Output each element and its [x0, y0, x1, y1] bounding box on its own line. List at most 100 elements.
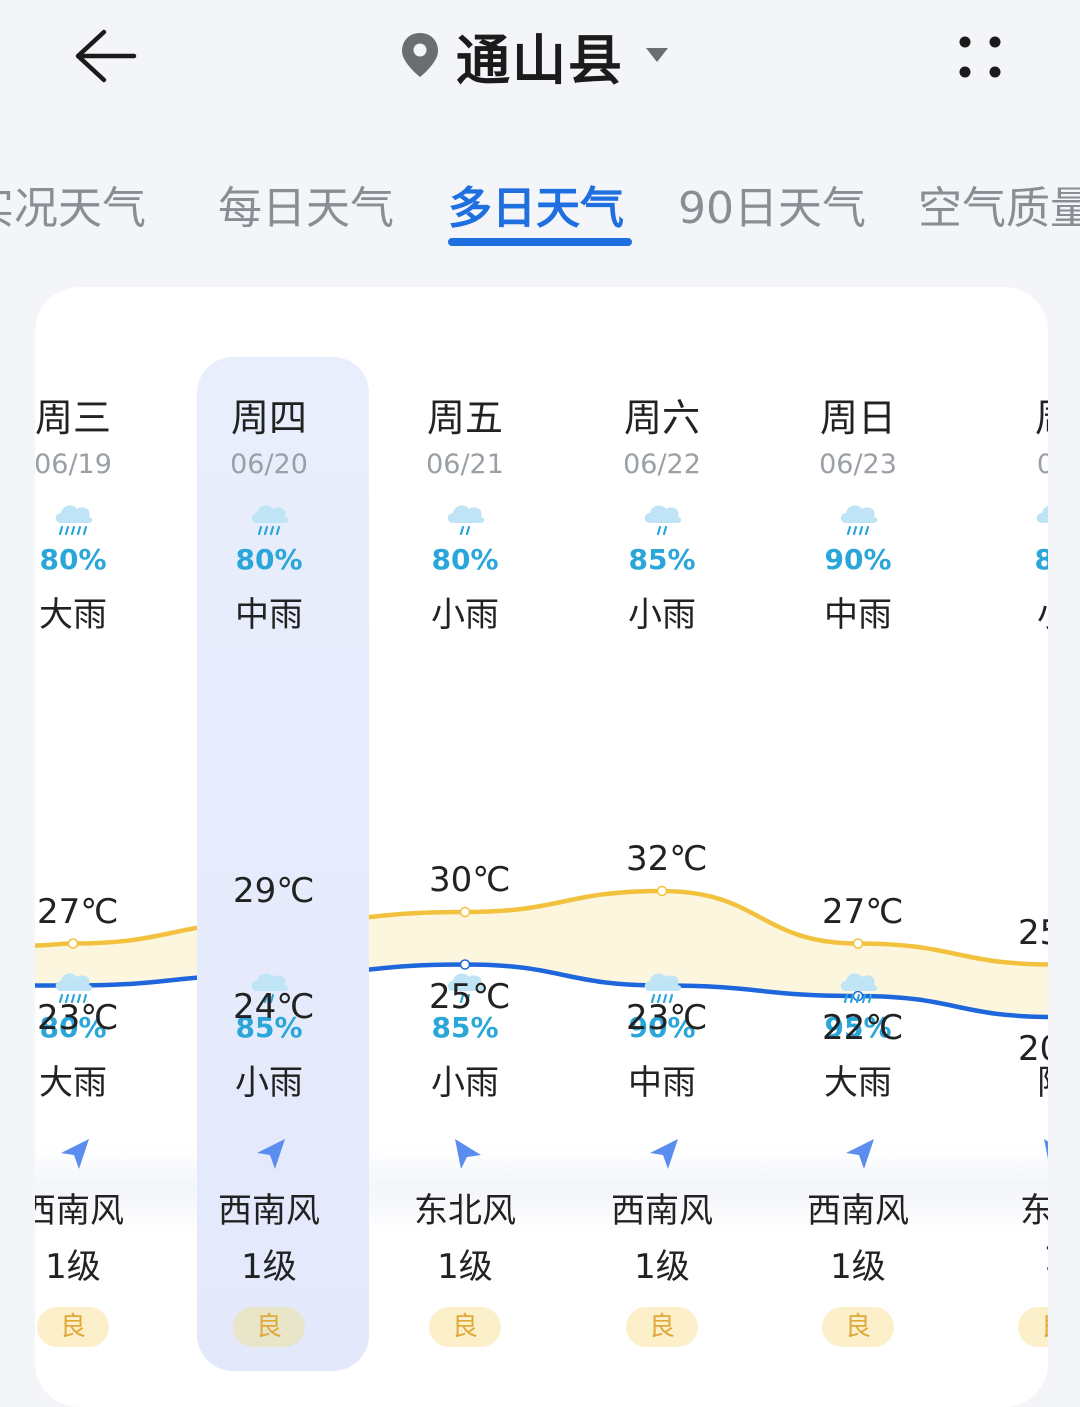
rain-cloud-icon: [443, 967, 487, 1007]
day-column[interactable]: 周五 06/21 80% 小雨 85% 小雨东北风 1级良: [355, 287, 575, 1387]
day-condition: 中雨: [824, 595, 892, 635]
location-pin-icon: [402, 33, 438, 77]
city-name: 通山县: [456, 28, 624, 92]
rain-cloud-icon: [247, 967, 291, 1007]
day-precip-probability: 80%: [39, 543, 107, 576]
rain-cloud-icon: [640, 499, 684, 539]
tab-multi-day-weather[interactable]: 多日天气: [448, 183, 624, 234]
air-quality-badge: 良: [626, 1307, 698, 1347]
rain-cloud-icon: [1032, 499, 1048, 539]
wind-level: 1级: [45, 1247, 101, 1287]
rain-cloud-icon: [836, 499, 880, 539]
wind-level: 1级: [830, 1247, 886, 1287]
wind-direction-icon: [1038, 1137, 1048, 1171]
chevron-down-icon: [646, 48, 668, 62]
day-condition: 小雨: [628, 595, 696, 635]
selected-day-highlight: [197, 357, 369, 1371]
forecast-card[interactable]: 周三 06/19 80% 大雨 80% 大雨西南风 1级良 周四 06/20 80% 中雨 85% 小雨…: [35, 287, 1048, 1407]
wind-direction: 东北风: [414, 1191, 516, 1231]
date-label: 06/22: [623, 449, 701, 480]
more-dots-icon[interactable]: [950, 30, 1010, 86]
day-condition: 大雨: [39, 595, 107, 635]
rain-cloud-icon: [836, 967, 880, 1007]
rain-cloud-icon: [51, 499, 95, 539]
day-column[interactable]: 周三 06/19 80% 大雨 80% 大雨 西南风 1级良: [35, 287, 183, 1387]
day-column[interactable]: 周日 06/23 90% 中雨 95% 大雨 西南风 1级良: [748, 287, 968, 1387]
wind-level: 1级: [437, 1247, 493, 1287]
wind-direction-icon: [646, 1137, 680, 1171]
tab-daily-weather[interactable]: 每日天气: [218, 183, 394, 234]
rain-cloud-icon: [443, 499, 487, 539]
high-temp-point: [656, 885, 668, 897]
tab-active-indicator: [448, 238, 632, 246]
tab-air-quality[interactable]: 空气质量: [918, 183, 1080, 234]
wind-direction-icon: [449, 1137, 483, 1171]
day-column[interactable]: 周四 06/20 80% 中雨 85% 小雨 西南风 1级良: [159, 287, 379, 1387]
wind-direction: 西南风: [807, 1191, 909, 1231]
weekday-label: 周日: [819, 396, 896, 440]
night-condition: 小雨: [431, 1063, 499, 1103]
night-condition: 大雨: [824, 1063, 892, 1103]
air-quality-badge: 良: [429, 1307, 501, 1347]
day-condition: 小: [944, 587, 1048, 636]
high-temp-point: [459, 906, 471, 918]
air-quality-badge: 良: [37, 1307, 109, 1347]
date-label: 06: [1036, 449, 1048, 480]
high-temp-label: 27℃: [822, 891, 904, 932]
tab-live-weather[interactable]: 实况天气: [0, 183, 146, 234]
rain-cloud-icon: [247, 499, 291, 539]
rain-cloud-icon: [640, 967, 684, 1007]
wind-direction: 西南风: [218, 1191, 320, 1231]
weekday-label: 周四: [230, 396, 307, 440]
day-column[interactable]: 周 06 85 小阵东北 1 良: [944, 287, 1048, 1387]
rain-cloud-icon: [51, 967, 95, 1007]
day-precip-probability: 80%: [431, 543, 499, 576]
night-precip-probability: 90%: [628, 1011, 696, 1044]
weekday-label: 周三: [35, 396, 111, 440]
weekday-label: 周五: [426, 396, 503, 440]
low-temp-point: [459, 959, 471, 970]
day-condition: 小雨: [431, 595, 499, 635]
night-condition: 大雨: [39, 1063, 107, 1103]
tab-90-day-weather[interactable]: 90日天气: [678, 183, 866, 234]
weekday-label: 周: [944, 387, 1048, 442]
back-arrow-icon[interactable]: [70, 26, 140, 86]
night-condition: 阵: [944, 1055, 1048, 1104]
day-column[interactable]: 周六 06/22 85% 小雨 90% 中雨西南风 1级良: [552, 287, 772, 1387]
low-temp-label: 24℃: [233, 987, 315, 1027]
night-precip-probability: 85%: [431, 1011, 499, 1044]
low-temp-label: 23℃: [626, 997, 708, 1038]
weekday-label: 周六: [623, 396, 700, 440]
air-quality-badge: 良: [822, 1307, 894, 1347]
wind-level: 1: [944, 1239, 1048, 1279]
low-temp-label: 25℃: [429, 976, 511, 1017]
day-precip-probability: 85: [1034, 543, 1048, 576]
wind-direction: 西南风: [611, 1191, 713, 1231]
high-temp-point: [67, 938, 79, 949]
date-label: 06/23: [819, 449, 897, 480]
day-precip-probability: 80%: [235, 543, 303, 576]
top-bar: 通山县: [0, 0, 1080, 120]
wind-level: 1级: [634, 1247, 690, 1287]
wind-direction: 西南风: [35, 1191, 124, 1231]
high-temp-label: 29℃: [233, 870, 315, 911]
day-precip-probability: 90%: [824, 543, 892, 576]
night-condition: 小雨: [235, 1063, 303, 1103]
wind-level: 1级: [241, 1247, 297, 1287]
high-temp-point: [852, 938, 864, 949]
night-condition: 中雨: [628, 1063, 696, 1103]
low-temp-line: [35, 962, 1048, 1020]
date-label: 06/19: [35, 449, 112, 480]
low-temp-label: 22℃: [822, 1008, 904, 1048]
day-condition: 中雨: [235, 595, 303, 635]
day-precip-probability: 85%: [628, 543, 696, 576]
date-label: 06/21: [426, 449, 504, 480]
tab-bar: 实况天气 每日天气 多日天气 90日天气 空气质量: [0, 160, 1080, 260]
low-temp-label: 23℃: [37, 997, 119, 1038]
air-quality-badge: 良: [233, 1307, 305, 1347]
city-selector[interactable]: 通山县: [398, 20, 670, 92]
wind-direction: 东北: [1020, 1191, 1048, 1231]
wind-direction-icon: [253, 1137, 287, 1171]
date-label: 06/20: [230, 449, 308, 480]
low-temp-label: 20: [1018, 1029, 1048, 1069]
